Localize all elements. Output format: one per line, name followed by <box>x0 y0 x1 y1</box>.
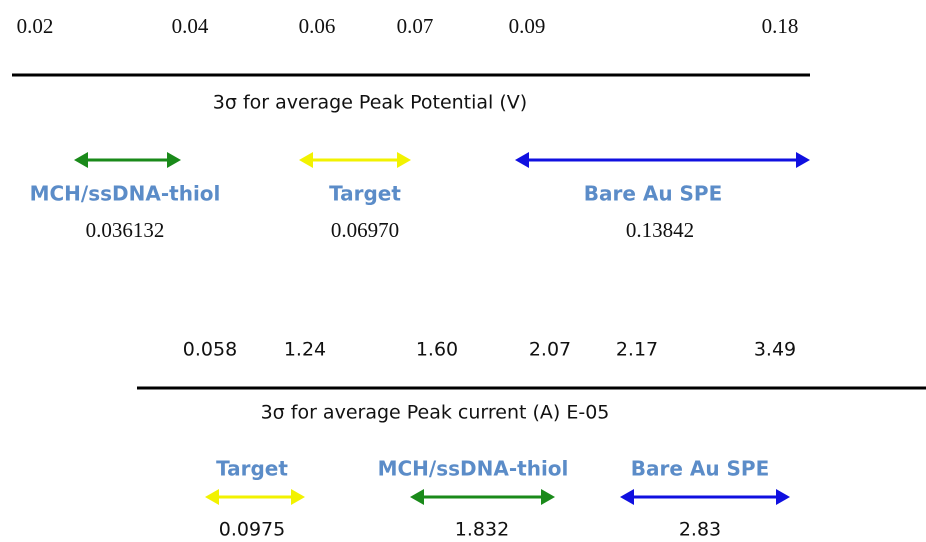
tick-label: 0.02 <box>17 14 54 38</box>
range-label: Bare Au SPE <box>631 457 770 481</box>
range-arrow <box>620 489 790 505</box>
current-panel: 0.058 1.24 1.60 2.07 2.17 3.49 3σ for av… <box>137 339 926 541</box>
range-value: 0.0975 <box>219 519 285 541</box>
range-value: 0.13842 <box>626 218 694 242</box>
range-label: MCH/ssDNA-thiol <box>378 457 569 481</box>
tick-label: 2.07 <box>529 339 571 361</box>
tick-label: 0.06 <box>299 14 336 38</box>
tick-label: 3.49 <box>754 339 796 361</box>
tick-label: 0.18 <box>762 14 799 38</box>
axis-label: 3σ for average Peak Potential (V) <box>213 92 527 114</box>
range-label: Target <box>329 182 401 206</box>
tick-label: 0.04 <box>172 14 209 38</box>
range-arrow <box>74 152 181 168</box>
tick-label: 1.24 <box>284 339 326 361</box>
range-label: Bare Au SPE <box>584 182 723 206</box>
tick-label: 0.07 <box>397 14 434 38</box>
range-value: 0.06970 <box>331 218 399 242</box>
range-label: Target <box>216 457 288 481</box>
range-value: 1.832 <box>455 519 509 541</box>
range-label: MCH/ssDNA-thiol <box>30 182 221 206</box>
range-arrow <box>515 152 810 168</box>
range-arrow <box>299 152 411 168</box>
range-arrow <box>205 489 305 505</box>
tick-label: 2.17 <box>616 339 658 361</box>
axis-label: 3σ for average Peak current (A) E-05 <box>261 402 610 424</box>
range-value: 2.83 <box>679 519 721 541</box>
tick-label: 1.60 <box>416 339 458 361</box>
tick-label: 0.09 <box>509 14 546 38</box>
range-value: 0.036132 <box>86 218 165 242</box>
tick-label: 0.058 <box>183 339 237 361</box>
potential-panel: 0.02 0.04 0.06 0.07 0.09 0.18 3σ for ave… <box>12 14 810 242</box>
range-arrow <box>410 489 555 505</box>
